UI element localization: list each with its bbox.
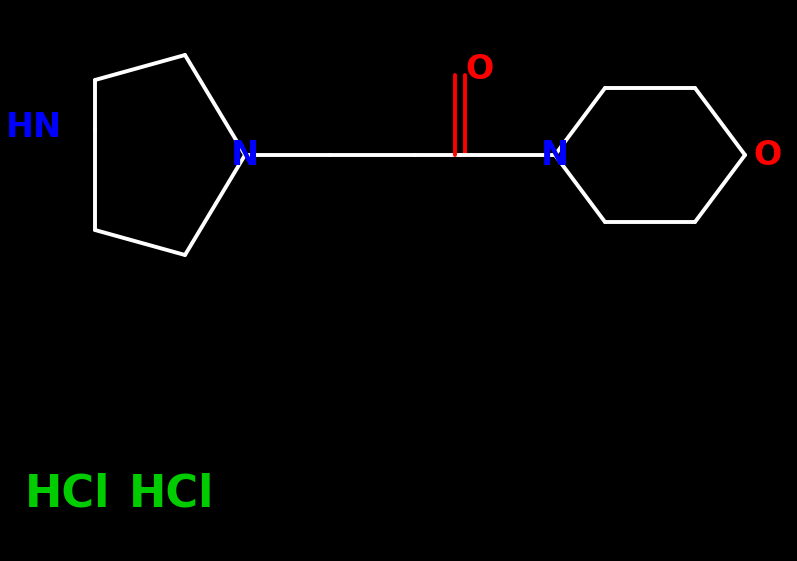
Text: HCl: HCl bbox=[128, 472, 214, 515]
Text: N: N bbox=[231, 139, 259, 172]
Text: O: O bbox=[753, 139, 781, 172]
Text: O: O bbox=[465, 53, 494, 86]
Text: HN: HN bbox=[6, 111, 61, 144]
Text: N: N bbox=[541, 139, 569, 172]
Text: HCl: HCl bbox=[25, 472, 111, 515]
